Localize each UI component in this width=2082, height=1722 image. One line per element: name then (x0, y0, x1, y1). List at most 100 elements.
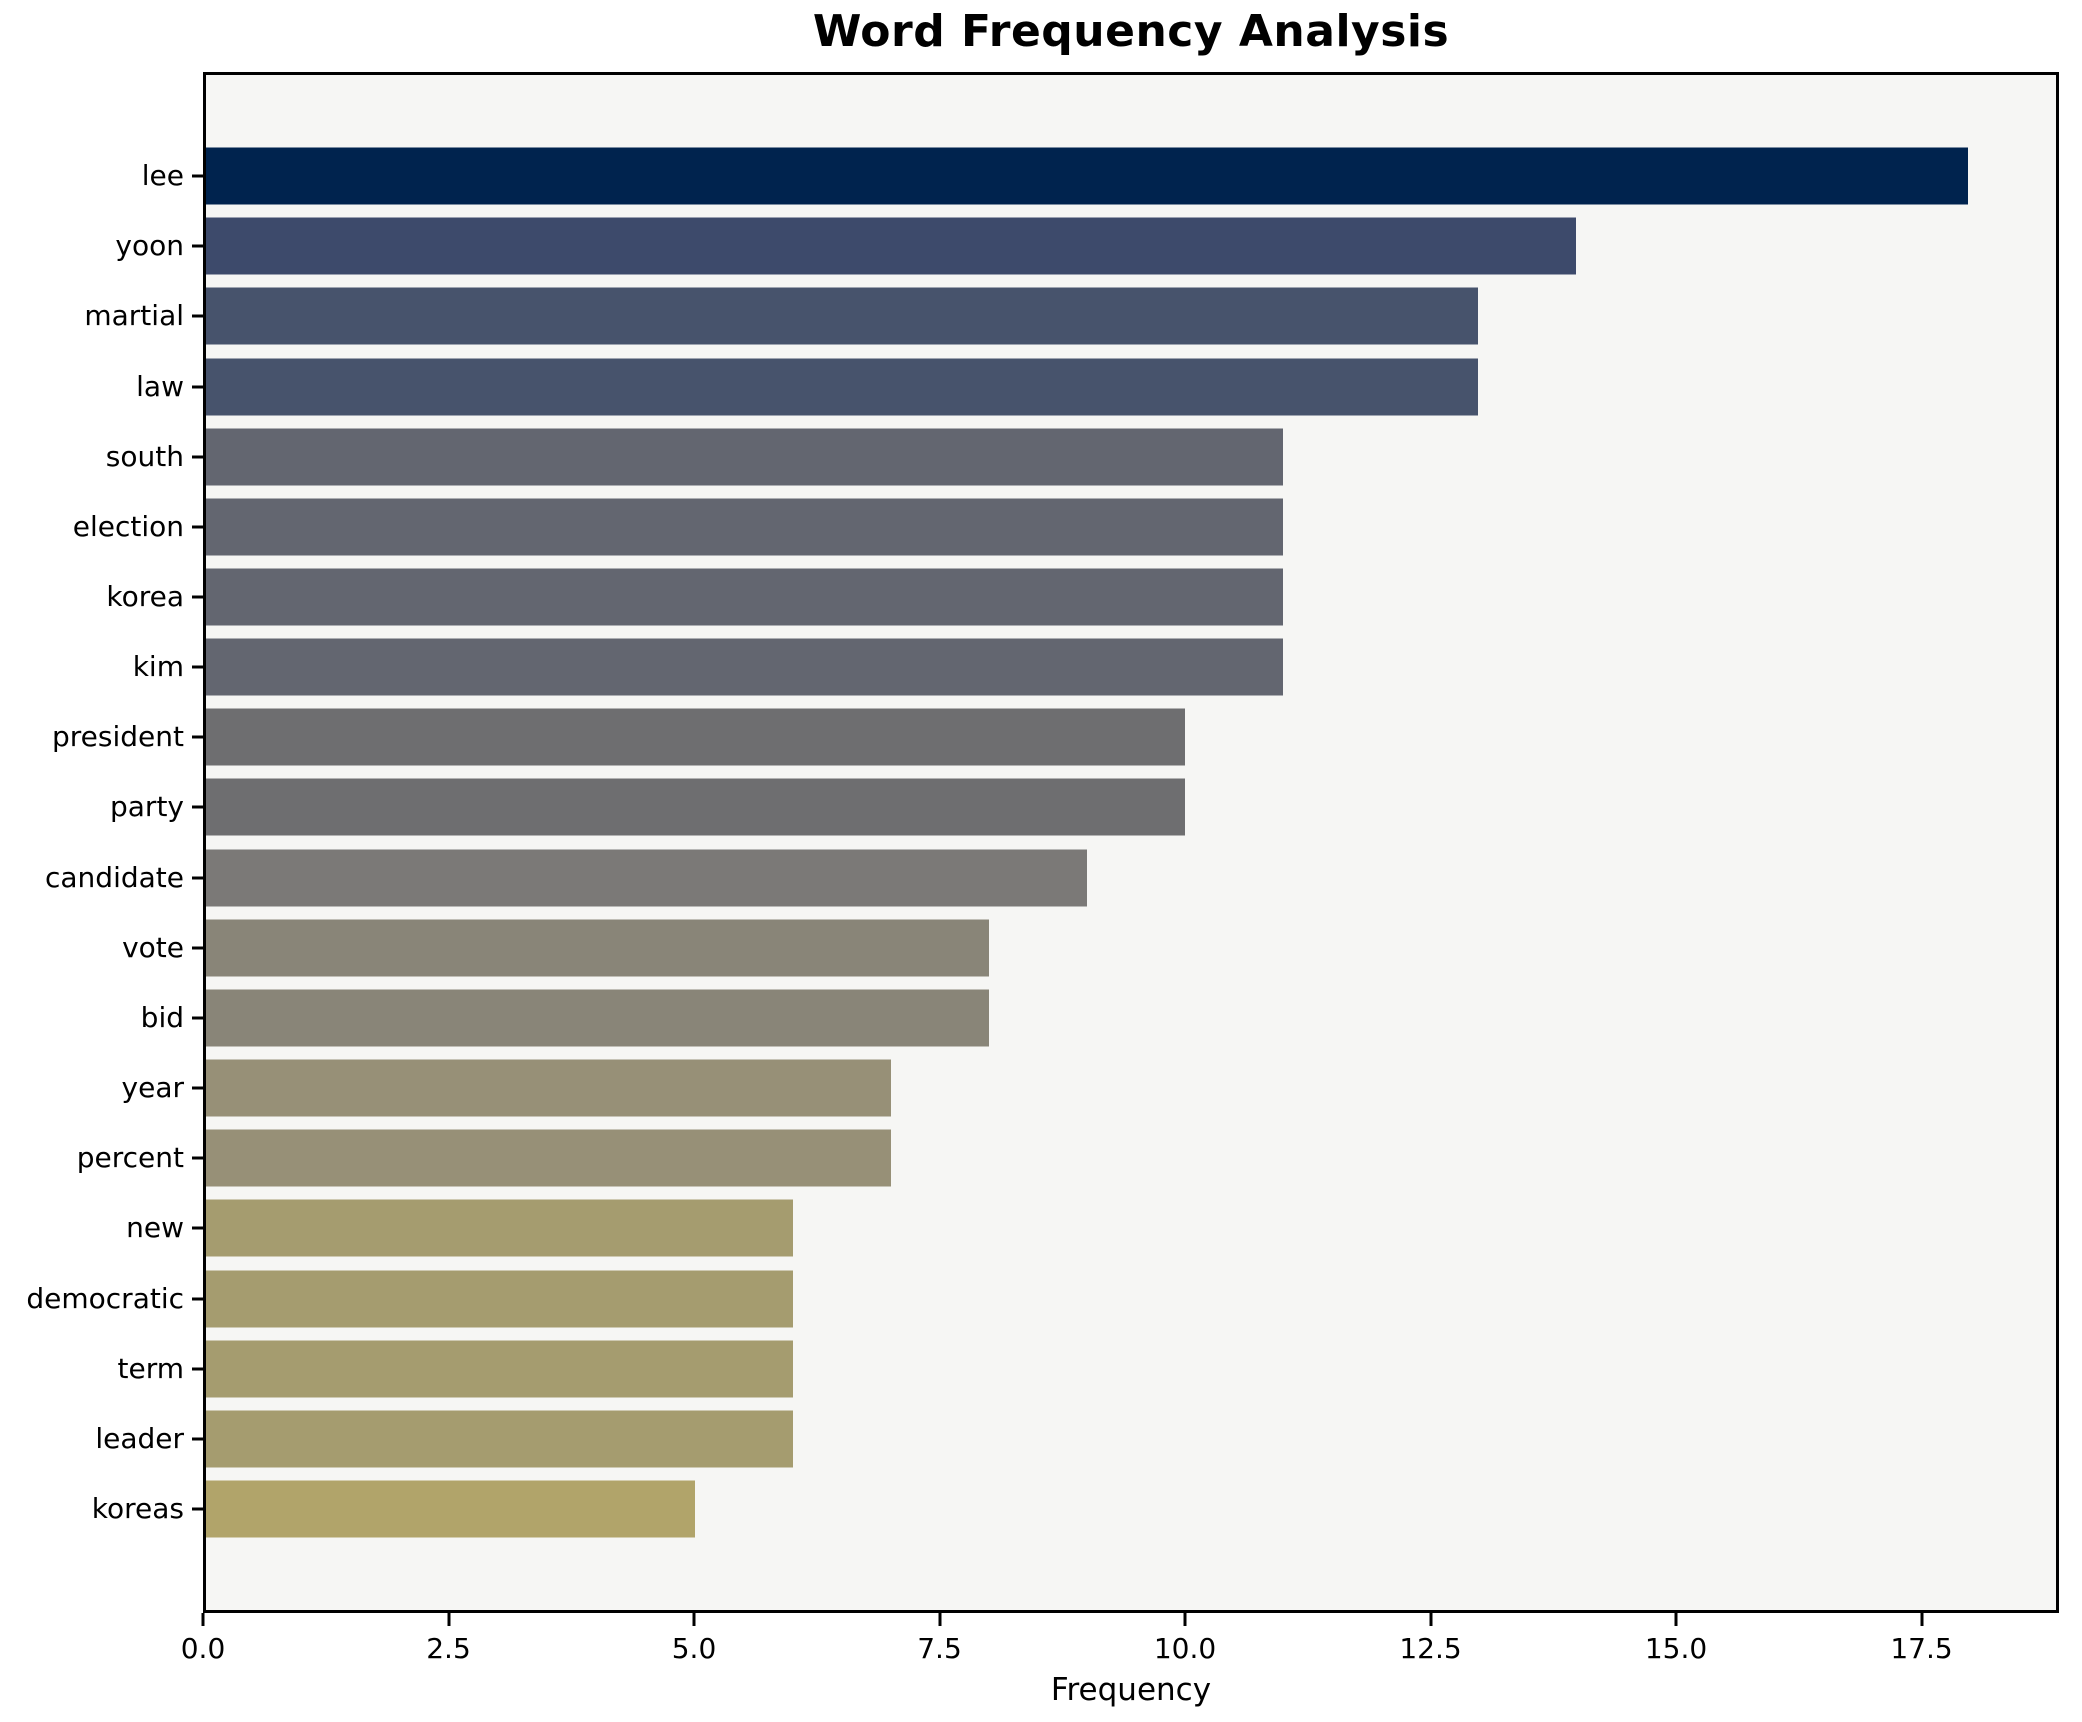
bar-row: yoon (115, 211, 2056, 281)
bar-row: lee (142, 141, 2056, 211)
y-tick-mark (192, 1297, 203, 1301)
y-tick-label: south (105, 439, 184, 473)
y-tick-mark (192, 805, 203, 809)
x-tick-mark (201, 1613, 205, 1626)
y-tick-label: democratic (26, 1281, 184, 1315)
y-tick-mark (192, 665, 203, 669)
frequency-bar (206, 358, 1479, 416)
x-tick-mark (1429, 1613, 1432, 1626)
y-tick-mark (192, 244, 203, 248)
x-tick-label: 7.5 (917, 1632, 962, 1665)
bar-row: leader (95, 1404, 2056, 1474)
x-tick-label: 2.5 (426, 1632, 471, 1665)
bar-row: election (73, 492, 2056, 562)
x-tick-label: 12.5 (1399, 1632, 1462, 1665)
bar-row: percent (77, 1123, 2056, 1193)
x-tick-label: 17.5 (1890, 1632, 1953, 1665)
y-tick-label: leader (95, 1421, 184, 1455)
y-tick-label: koreas (91, 1492, 184, 1526)
frequency-bar (206, 849, 1087, 907)
y-tick-label: lee (141, 159, 184, 193)
y-tick-label: martial (84, 299, 184, 333)
y-tick-mark (192, 1437, 203, 1441)
bar-row: kim (133, 632, 2056, 702)
y-tick-label: term (117, 1351, 185, 1385)
frequency-bar (206, 217, 1577, 275)
y-tick-label: election (72, 509, 184, 543)
frequency-bar (206, 568, 1283, 626)
y-tick-label: law (136, 369, 184, 403)
frequency-bar (206, 1059, 892, 1117)
bar-row: democratic (26, 1264, 2056, 1334)
y-tick-mark (192, 1156, 203, 1160)
x-tick-label: 15.0 (1644, 1632, 1708, 1665)
y-tick-mark (192, 946, 203, 950)
y-tick-label: year (121, 1071, 184, 1105)
frequency-bar (206, 1129, 892, 1187)
x-tick-mark (447, 1613, 450, 1626)
bar-row: president (52, 702, 2056, 772)
y-tick-mark (192, 385, 203, 389)
y-tick-label: kim (132, 650, 184, 684)
bar-row: law (136, 351, 2056, 421)
plot-area: lee yoon martial law south election korea kim pr… (26, 72, 2059, 1613)
frequency-bar (206, 989, 990, 1047)
chart-title: Word Frequency Analysis (812, 6, 1450, 57)
bar-row: term (118, 1334, 2056, 1404)
x-tick-mark (1920, 1613, 1924, 1626)
frequency-bar (206, 428, 1283, 486)
frequency-bar (206, 1410, 794, 1468)
x-axis-label: Frequency (1050, 1672, 1212, 1708)
bar-row: koreas (92, 1474, 2056, 1544)
bar-row: bid (141, 983, 2056, 1053)
y-tick-mark (192, 1086, 203, 1090)
y-tick-label: party (110, 790, 184, 824)
y-tick-label: vote (122, 930, 184, 964)
y-tick-mark (192, 1367, 203, 1371)
y-tick-mark (192, 174, 203, 178)
bar-row: martial (84, 281, 2056, 351)
x-tick-mark (1674, 1613, 1678, 1626)
frequency-bar (206, 1480, 696, 1538)
x-tick-mark (692, 1613, 696, 1626)
bar-row: new (126, 1193, 2056, 1263)
bar-row: year (122, 1053, 2056, 1123)
x-tick-mark (938, 1613, 941, 1626)
y-tick-mark (192, 1226, 203, 1230)
y-tick-label: yoon (115, 229, 184, 263)
frequency-bar (206, 1340, 794, 1398)
y-tick-label: president (52, 720, 184, 754)
y-tick-label: korea (106, 580, 184, 614)
frequency-bar (206, 638, 1283, 696)
y-tick-label: percent (76, 1141, 184, 1175)
y-tick-mark (192, 455, 203, 459)
x-tick-label: 5.0 (671, 1632, 717, 1665)
frequency-bar (206, 1270, 794, 1328)
y-tick-mark (192, 735, 203, 739)
frequency-bar (206, 1199, 794, 1257)
y-tick-mark (192, 595, 203, 599)
frequency-bar (206, 147, 1968, 205)
bar-row: party (110, 772, 2056, 842)
y-tick-mark (192, 525, 203, 529)
bar-rows-container: lee yoon martial law south election korea kim pr… (26, 75, 2056, 1610)
x-tick-label: 0.0 (180, 1632, 226, 1665)
frequency-bar (206, 919, 990, 977)
frequency-bar (206, 498, 1283, 556)
bar-row: vote (122, 913, 2056, 983)
y-tick-label: new (126, 1211, 184, 1245)
frequency-bar (206, 708, 1185, 766)
y-tick-label: candidate (45, 860, 184, 894)
x-tick-mark (1183, 1613, 1187, 1626)
y-tick-mark (192, 1016, 203, 1020)
bar-row: candidate (45, 843, 2056, 913)
y-tick-label: bid (140, 1000, 184, 1034)
frequency-bar (206, 778, 1185, 836)
bar-row: south (106, 422, 2056, 492)
y-tick-mark (192, 876, 203, 880)
x-tick-label: 10.0 (1153, 1632, 1217, 1665)
y-tick-mark (192, 1507, 203, 1511)
y-tick-mark (192, 314, 203, 318)
bar-row: korea (106, 562, 2056, 632)
